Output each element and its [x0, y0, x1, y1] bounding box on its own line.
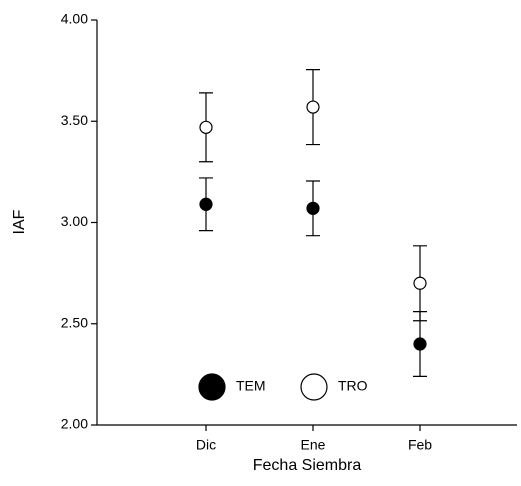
x-tick-label: Dic — [196, 437, 216, 453]
y-tick-label: 3.00 — [61, 213, 88, 229]
marker — [199, 120, 213, 134]
x-axis-label: Fecha Siembra — [253, 457, 362, 474]
x-tick-label: Feb — [408, 437, 432, 453]
marker — [306, 100, 320, 114]
y-tick-label: 3.50 — [61, 112, 88, 128]
marker — [413, 276, 427, 290]
legend-marker — [300, 373, 328, 401]
legend-marker — [198, 373, 226, 401]
x-tick-label: Ene — [301, 437, 326, 453]
marker — [199, 197, 213, 211]
marker — [306, 201, 320, 215]
y-axis-label: IAF — [11, 209, 28, 234]
y-tick-label: 2.50 — [61, 314, 88, 330]
legend-label: TEM — [236, 378, 266, 394]
marker — [413, 337, 427, 351]
y-tick-label: 2.00 — [61, 416, 88, 432]
y-tick-label: 4.00 — [61, 11, 88, 27]
legend-label: TRO — [338, 378, 368, 394]
